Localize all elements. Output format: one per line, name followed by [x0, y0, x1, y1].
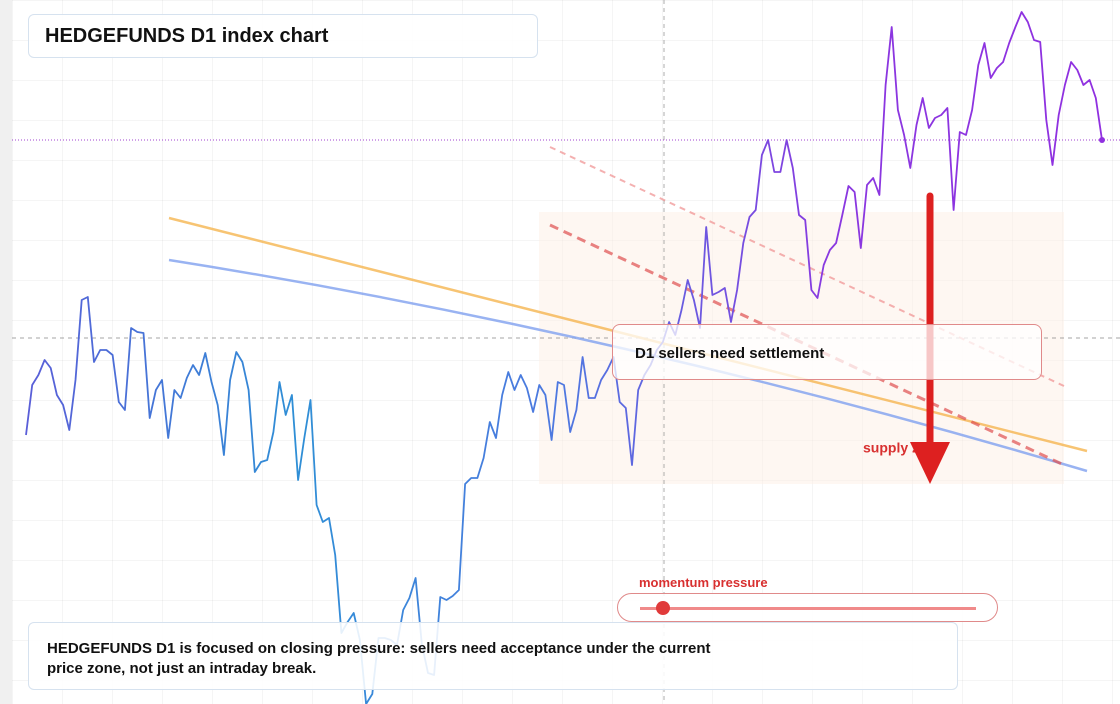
last-point [1099, 137, 1105, 143]
arrow-head [910, 442, 950, 484]
slider-knob [656, 601, 670, 615]
price-line [25, 11, 1103, 704]
note-box: HEDGEFUNDS D1 is focused on closing pres… [28, 622, 958, 690]
title-box: HEDGEFUNDS D1 index chart [28, 14, 538, 58]
channel-line [549, 223, 1065, 467]
callout: D1 sellers need settlement [612, 324, 1042, 380]
slider [617, 593, 998, 622]
chart-title: HEDGEFUNDS D1 index chart [45, 25, 329, 47]
callout-text: D1 sellers need settlement [635, 345, 825, 362]
slider-label: momentum pressure [639, 575, 768, 590]
slider-track [640, 607, 976, 610]
note-text: HEDGEFUNDS D1 is focused on closing pres… [47, 640, 711, 677]
